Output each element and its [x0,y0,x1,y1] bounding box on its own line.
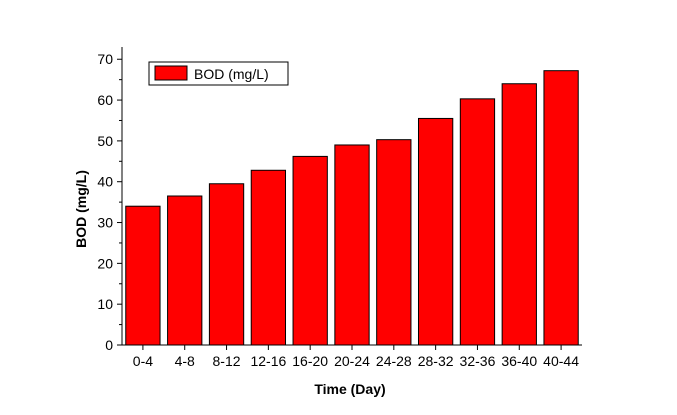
x-axis-title: Time (Day) [314,381,385,397]
bar-28-32 [417,117,454,346]
x-tick-label: 32-36 [460,353,496,369]
x-tick-label: 36-40 [501,353,537,369]
y-tick-label: 10 [97,296,113,312]
bar-8-12 [208,183,245,346]
y-tick-label: 50 [97,133,113,149]
x-tick-label: 8-12 [213,353,241,369]
y-axis-title: BOD (mg/L) [73,170,89,248]
bar-32-36 [459,98,496,346]
x-tick-label: 12-16 [250,353,286,369]
x-tick-label: 20-24 [334,353,370,369]
x-tick-label: 4-8 [175,353,195,369]
bar-4-8 [167,195,203,346]
y-tick-label: 60 [97,92,113,108]
y-tick-label: 40 [97,174,113,190]
y-tick-label: 30 [97,215,113,231]
legend-label: BOD (mg/L) [194,66,269,82]
bar-20-24 [334,144,370,346]
legend: BOD (mg/L) [148,61,289,86]
x-tick-label: 16-20 [292,353,328,369]
bar-36-40 [501,83,537,346]
axis-ticks: 0-4 4-8 8-12 12-16 16-20 20-24 24-28 28-32 32-36… [97,51,579,369]
bar-40-44 [543,70,579,346]
x-tick-label: 28-32 [418,353,454,369]
y-tick-label: 0 [105,337,113,353]
y-tick-label: 70 [97,51,113,67]
plot-area [125,70,579,346]
x-tick-label: 24-28 [376,353,412,369]
y-tick-label: 20 [97,255,113,271]
bar-24-28 [376,139,412,346]
x-tick-label: 40-44 [543,353,579,369]
bar-12-16 [250,169,287,346]
bar-0-4 [125,205,161,346]
x-tick-label: 0-4 [133,353,153,369]
bar-16-20 [292,155,328,346]
legend-swatch [154,65,188,81]
